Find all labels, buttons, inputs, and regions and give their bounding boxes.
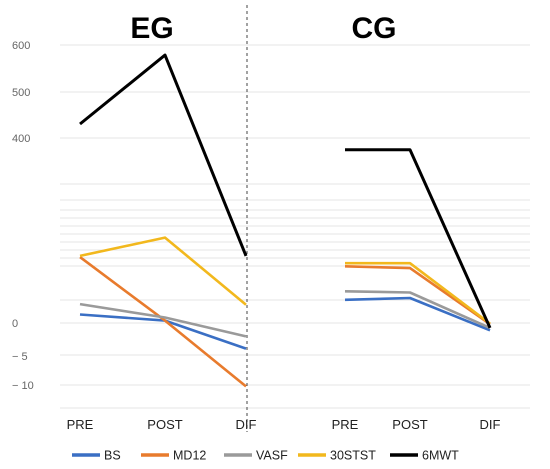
series-line-bs-cg (344, 296, 491, 332)
y-tick-label: − 10 (12, 380, 34, 392)
legend-label-bs: BS (104, 449, 121, 463)
x-category-label: POST (392, 417, 427, 432)
panel-title-cg: CG (352, 12, 397, 45)
x-category-label: DIF (480, 417, 501, 432)
x-category-label: DIF (236, 417, 257, 432)
series-line-vasf-cg (344, 290, 491, 330)
series-line-md12-cg (344, 265, 491, 326)
legend-label-vasf: VASF (256, 449, 288, 463)
series-lines (79, 53, 492, 388)
series-line-6mwt-eg (79, 53, 248, 257)
y-tick-label: 400 (12, 133, 30, 145)
y-tick-label: 600 (12, 40, 30, 52)
x-category-label: PRE (332, 417, 359, 432)
series-line-30stst-eg (79, 236, 247, 306)
legend-label-md12: MD12 (173, 449, 206, 463)
series-line-6mwt-cg (345, 148, 492, 329)
legend-label-30stst: 30STST (330, 449, 376, 463)
panel-titles: EG CG (130, 12, 396, 45)
y-tick-label: − 5 (12, 351, 28, 363)
series-line-30stst-cg (345, 261, 491, 325)
gridlines (60, 44, 530, 409)
panel-title-eg: EG (130, 12, 173, 45)
x-category-label: POST (147, 417, 182, 432)
y-tick-label: 500 (12, 87, 30, 99)
series-line-md12-eg (79, 256, 247, 388)
y-axis-ticks: 600 500 400 0 − 5 − 10 (12, 40, 34, 392)
x-category-label: PRE (67, 417, 94, 432)
series-line-vasf-eg (79, 302, 247, 338)
legend-label-6mwt: 6MWT (422, 449, 459, 463)
legend: BS MD12 VASF 30STST 6MWT (72, 449, 459, 463)
y-tick-label: 0 (12, 318, 18, 330)
x-axis-categories: PRE POST DIF PRE POST DIF (67, 417, 501, 432)
